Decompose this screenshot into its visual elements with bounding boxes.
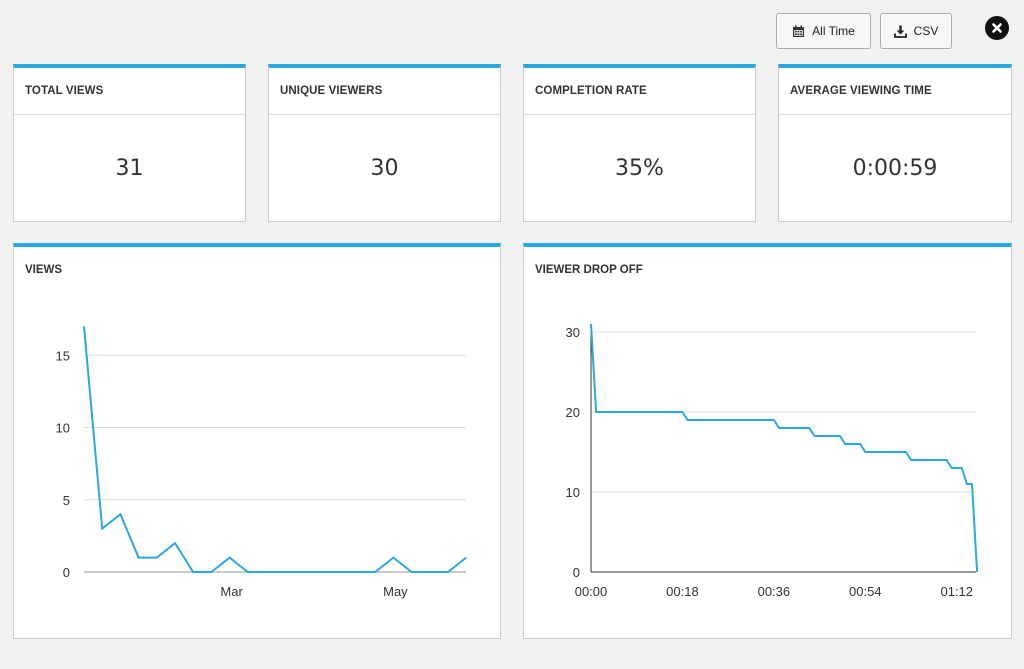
- x-tick-label: 00:18: [666, 584, 699, 599]
- stat-card-total-views: TOTAL VIEWS 31: [13, 64, 246, 222]
- x-tick-label: Mar: [220, 584, 243, 599]
- stat-card-unique-viewers: UNIQUE VIEWERS 30: [268, 64, 501, 222]
- stat-value: 30: [370, 156, 399, 181]
- csv-label: CSV: [913, 24, 939, 38]
- viewer-drop-off-chart: 0 10 20 30 00:00 00:18 00:36 00:54 01:12: [566, 323, 979, 599]
- y-tick-label: 30: [566, 325, 580, 340]
- download-icon: [893, 25, 907, 38]
- x-tick-label: 00:00: [575, 584, 608, 599]
- views-chart-card: VIEWS 0 5 10 15 Mar May: [13, 243, 501, 639]
- date-range-label: All Time: [812, 24, 855, 38]
- close-button[interactable]: [985, 16, 1009, 40]
- chart-title: VIEWER DROP OFF: [535, 264, 643, 276]
- y-tick-label: 10: [566, 485, 580, 500]
- views-series-line: [83, 326, 467, 573]
- y-tick-label: 0: [63, 565, 70, 580]
- stat-value: 31: [115, 156, 144, 181]
- y-tick-label: 20: [566, 405, 580, 420]
- y-tick-label: 10: [56, 421, 70, 436]
- stat-label: UNIQUE VIEWERS: [269, 68, 500, 115]
- stat-card-completion-rate: COMPLETION RATE 35%: [523, 64, 756, 222]
- calendar-icon: [793, 25, 805, 37]
- stat-label: COMPLETION RATE: [524, 68, 755, 115]
- x-tick-label: 01:12: [940, 584, 973, 599]
- stat-value: 0:00:59: [852, 156, 938, 181]
- x-tick-label: May: [383, 584, 408, 599]
- chart-title: VIEWS: [25, 264, 63, 276]
- y-tick-label: 5: [63, 493, 70, 508]
- views-chart: 0 5 10 15 Mar May: [56, 326, 467, 599]
- y-tick-label: 15: [56, 348, 70, 363]
- date-range-button[interactable]: All Time: [776, 13, 871, 49]
- viewer-drop-off-card: VIEWER DROP OFF 0 10 20 30 00:00 00:18 00:36 00…: [523, 243, 1012, 639]
- csv-export-button[interactable]: CSV: [880, 13, 952, 49]
- stat-label: TOTAL VIEWS: [14, 68, 245, 115]
- y-tick-label: 0: [573, 565, 580, 580]
- x-tick-label: 00:54: [849, 584, 882, 599]
- drop-off-series-line: [590, 323, 979, 573]
- stat-card-average-viewing-time: AVERAGE VIEWING TIME 0:00:59: [778, 64, 1012, 222]
- stat-value: 35%: [615, 156, 664, 181]
- close-icon: [992, 23, 1002, 33]
- x-tick-label: 00:36: [758, 584, 791, 599]
- stat-label: AVERAGE VIEWING TIME: [779, 68, 1011, 115]
